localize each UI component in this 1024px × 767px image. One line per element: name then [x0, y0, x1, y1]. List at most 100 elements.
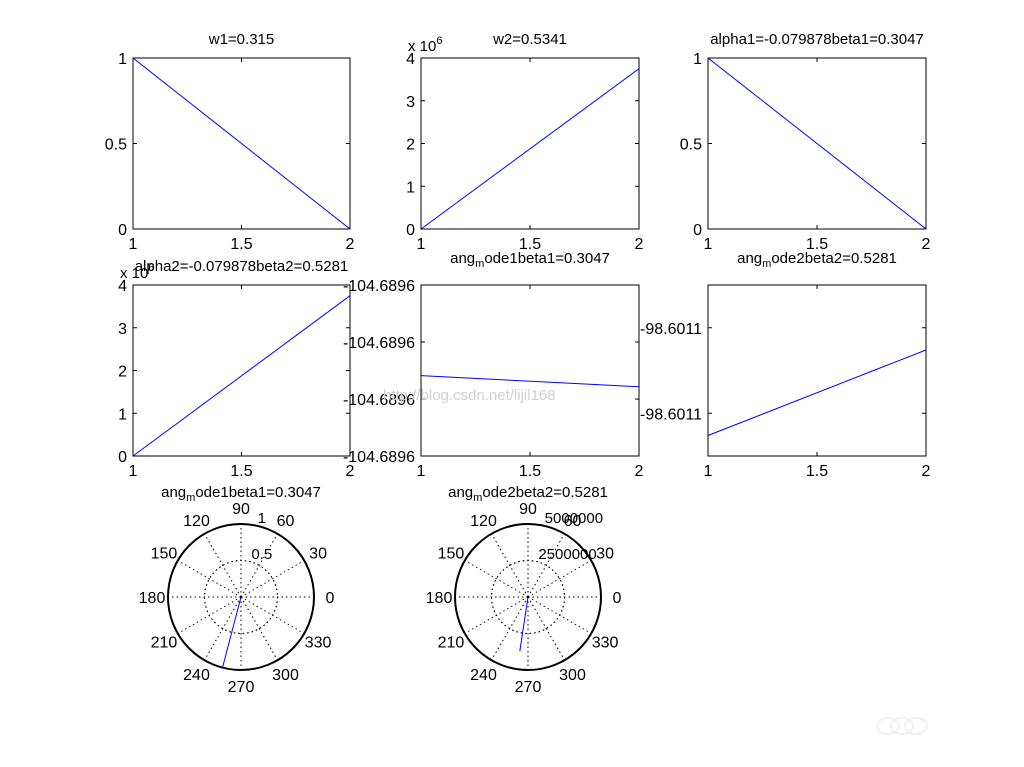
x-tick-label: 2 — [346, 463, 355, 480]
polar-angle-label: 270 — [515, 679, 542, 696]
x-tick-label: 1 — [417, 463, 426, 480]
data-line — [132, 295, 351, 457]
polar-angle-label: 240 — [470, 667, 497, 684]
polar-ring-label: 2500000 — [538, 546, 596, 563]
chart-title: angmode1beta1=0.3047 — [450, 250, 610, 270]
polar-spoke — [240, 560, 305, 598]
polar-spoke — [240, 596, 305, 634]
y-exponent-label: x 106 — [120, 262, 154, 282]
polar-angle-label: 180 — [426, 590, 453, 607]
chart-title: angmode2beta2=0.5281 — [737, 250, 897, 270]
y-tick-label: 1 — [118, 406, 127, 423]
y-tick-label: -104.6896 — [343, 392, 415, 409]
y-tick-label: -98.6011 — [640, 406, 702, 423]
plot-area — [420, 284, 640, 457]
polar-angle-label: 90 — [232, 501, 250, 518]
polar-angle-label: 180 — [139, 590, 166, 607]
y-tick-label: 4 — [406, 51, 415, 68]
polar-spoke — [491, 533, 529, 598]
x-tick-label: 2 — [922, 236, 931, 253]
polar-spoke — [464, 596, 529, 634]
x-tick-label: 2 — [346, 236, 355, 253]
chart-title: w1=0.315 — [208, 31, 274, 48]
data-line — [707, 57, 927, 230]
polar-angle-label: 60 — [564, 513, 582, 530]
chart-panel-3: 1 1.5 2 0 0.5 1 — [680, 51, 931, 253]
y-tick-label: 2 — [118, 364, 127, 381]
polar-data-line — [519, 596, 529, 652]
data-line — [132, 57, 351, 230]
polar-angle-label: 60 — [277, 513, 295, 530]
polar-spoke — [204, 596, 242, 661]
chart-panel-6: 1 1.5 2 -98.6011 -98.6011 — [640, 284, 931, 480]
polar-angle-label: 150 — [438, 546, 465, 563]
logo-badge — [876, 717, 928, 735]
chart-title: w2=0.5341 — [492, 31, 567, 48]
polar-angle-label: 210 — [151, 635, 178, 652]
polar-angle-label: 300 — [272, 667, 299, 684]
x-tick-label: 1 — [704, 463, 713, 480]
y-tick-label: 1 — [406, 179, 415, 196]
polar-spoke — [240, 596, 278, 661]
polar-angle-label: 270 — [228, 679, 255, 696]
polar-angle-label: 330 — [305, 635, 332, 652]
x-tick-label: 2 — [635, 463, 644, 480]
watermark-text: http://blog.csdn.net/lijil168 — [383, 387, 556, 404]
y-tick-label: 4 — [118, 278, 127, 295]
y-tick-label: 0 — [118, 449, 127, 466]
x-tick-label: 1 — [417, 236, 426, 253]
data-line — [707, 349, 927, 436]
polar-angle-label: 30 — [596, 546, 614, 563]
y-exponent-label: x 106 — [408, 35, 442, 55]
polar-ring-label: 0.5 — [251, 546, 272, 563]
polar-spoke — [527, 596, 565, 661]
x-tick-label: 1.5 — [519, 463, 541, 480]
y-tick-label: 1 — [693, 51, 702, 68]
y-tick-label: 0.5 — [105, 137, 127, 154]
y-tick-label: 0 — [693, 222, 702, 239]
x-tick-label: 1.5 — [519, 236, 541, 253]
polar-spoke — [177, 560, 242, 598]
x-tick-label: 2 — [635, 236, 644, 253]
polar-angle-label: 0 — [613, 590, 622, 607]
polar-angle-label: 120 — [183, 513, 210, 530]
y-tick-label: 3 — [406, 94, 415, 111]
polar-spoke — [527, 596, 592, 634]
y-tick-label: 3 — [118, 321, 127, 338]
polar-spoke — [527, 533, 565, 598]
polar-angle-label: 240 — [183, 667, 210, 684]
x-tick-label: 1.5 — [230, 236, 252, 253]
y-tick-label: 0 — [406, 222, 415, 239]
chart-panel-1: 1 1.5 2 0 0.5 1 — [105, 51, 355, 253]
y-tick-label: -104.6896 — [343, 278, 415, 295]
x-tick-label: 1.5 — [806, 236, 828, 253]
polar-spoke — [177, 596, 242, 634]
y-tick-label: -98.6011 — [640, 321, 702, 338]
chart-title: angmode1beta1=0.3047 — [161, 484, 321, 504]
plot-area — [420, 57, 640, 230]
polar-ring-label: 1 — [258, 510, 266, 527]
polar-panel-2: 0 30 60 90 120 150 180 210 240 270 300 330 2500000 50… — [426, 501, 622, 696]
chart-title: alpha2=-0.079878beta2=0.5281 — [135, 258, 349, 275]
polar-angle-label: 330 — [592, 635, 619, 652]
chart-title: angmode2beta2=0.5281 — [448, 484, 608, 504]
x-tick-label: 1.5 — [230, 463, 252, 480]
polar-angle-label: 90 — [519, 501, 537, 518]
polar-angle-label: 30 — [309, 546, 327, 563]
y-tick-label: 0 — [118, 222, 127, 239]
polar-angle-label: 300 — [559, 667, 586, 684]
y-tick-label: 0.5 — [680, 137, 702, 154]
polar-spoke — [240, 533, 278, 598]
plot-area — [707, 284, 927, 457]
data-line — [420, 375, 640, 388]
polar-spoke — [204, 533, 242, 598]
x-tick-label: 2 — [922, 463, 931, 480]
y-tick-label: 1 — [118, 51, 127, 68]
polar-angle-label: 0 — [326, 590, 335, 607]
polar-ring-label: 5000000 — [545, 510, 603, 527]
polar-angle-label: 150 — [151, 546, 178, 563]
plot-area — [132, 284, 351, 457]
